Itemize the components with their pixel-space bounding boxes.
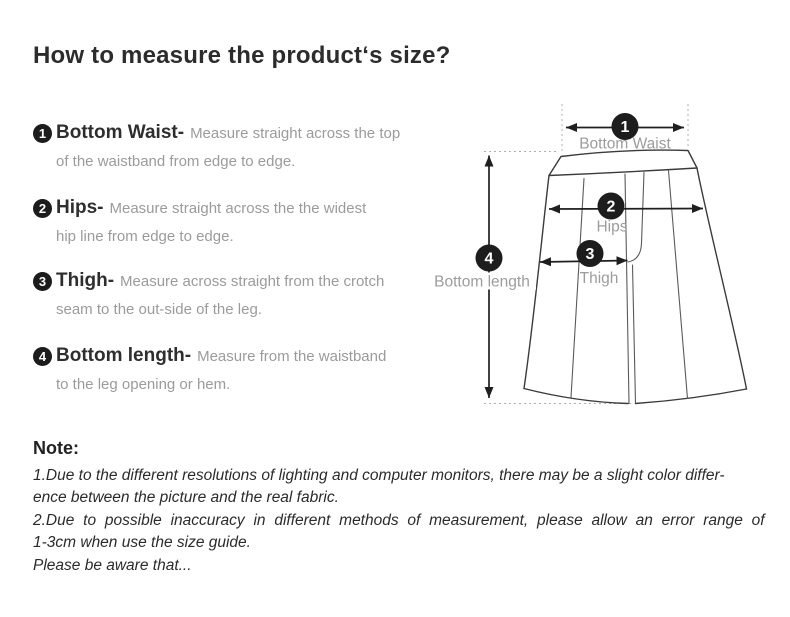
left-pleat-seam	[570, 177, 585, 399]
item-label: Hips-	[56, 197, 104, 218]
guide-dotted-lines	[484, 104, 689, 404]
note-line: 2.Due to possible inaccuracy in differen…	[33, 511, 765, 529]
svg-text:2: 2	[607, 199, 616, 216]
page-title: How to measure the product‘s size?	[33, 42, 451, 69]
item-label: Thigh-	[56, 270, 115, 291]
measure-item-thigh: 3 Thigh- Measure across straight from th…	[33, 270, 433, 318]
shorts-drawing	[523, 149, 748, 405]
item-number-badge: 3	[33, 271, 52, 291]
note-title: Note:	[33, 438, 79, 458]
item-description-line2: seam to the out-side of the leg.	[56, 301, 262, 318]
item-description-line2: to the leg opening or hem.	[56, 376, 231, 393]
shorts-measurement-diagram: 1 2 3 4 Bottom Waist Hips Thigh Bottom l…	[428, 104, 748, 405]
diagram-badge-waist: 1	[611, 113, 639, 140]
fly-seam	[627, 171, 645, 263]
svg-text:4: 4	[485, 251, 494, 268]
diagram-label-thigh: Thigh	[580, 270, 619, 287]
note-line: 1-3cm when use the size guide.	[33, 534, 251, 552]
item-description-line2: of the waistband from edge to edge.	[56, 153, 296, 170]
item-label: Bottom Waist-	[56, 122, 185, 143]
right-pleat-seam	[667, 169, 689, 400]
diagram-label-bottom-length: Bottom length	[434, 274, 530, 291]
item-number-badge: 4	[33, 346, 52, 366]
item-description-line1: Measure straight across the the widest	[109, 199, 367, 217]
item-description-line1: Measure across straight from the crotch	[120, 272, 385, 290]
hips-arrow	[548, 204, 704, 214]
measure-item-bottom-waist: 1 Bottom Waist- Measure straight across …	[33, 122, 433, 170]
note-line: 1.Due to the different resolutions of li…	[33, 467, 725, 484]
item-number-badge: 1	[33, 123, 52, 143]
measure-item-bottom-length: 4 Bottom length- Measure from the waistb…	[33, 345, 433, 393]
diagram-badge-length: 4	[475, 244, 503, 272]
measure-item-hips: 2 Hips- Measure straight across the the …	[33, 197, 433, 245]
diagram-label-hips: Hips	[596, 219, 627, 236]
diagram-badge-thigh: 3	[576, 240, 604, 267]
svg-text:3: 3	[586, 246, 595, 263]
label-backdrop	[428, 272, 536, 290]
item-number-badge: 2	[33, 198, 52, 218]
note-section: Note: 1.Due to the different resolutions…	[33, 438, 765, 577]
item-label: Bottom length-	[56, 345, 192, 366]
svg-text:1: 1	[621, 119, 630, 136]
diagram-label-bottom-waist: Bottom Waist	[579, 136, 671, 153]
item-description-line1: Measure straight across the top	[190, 124, 401, 142]
note-line: ence between the picture and the real fa…	[33, 489, 339, 507]
diagram-badge-hips: 2	[597, 192, 625, 220]
note-line: Please be aware that...	[33, 556, 192, 574]
item-description-line2: hip line from edge to edge.	[56, 228, 234, 245]
item-description-line1: Measure from the waistband	[197, 347, 387, 365]
